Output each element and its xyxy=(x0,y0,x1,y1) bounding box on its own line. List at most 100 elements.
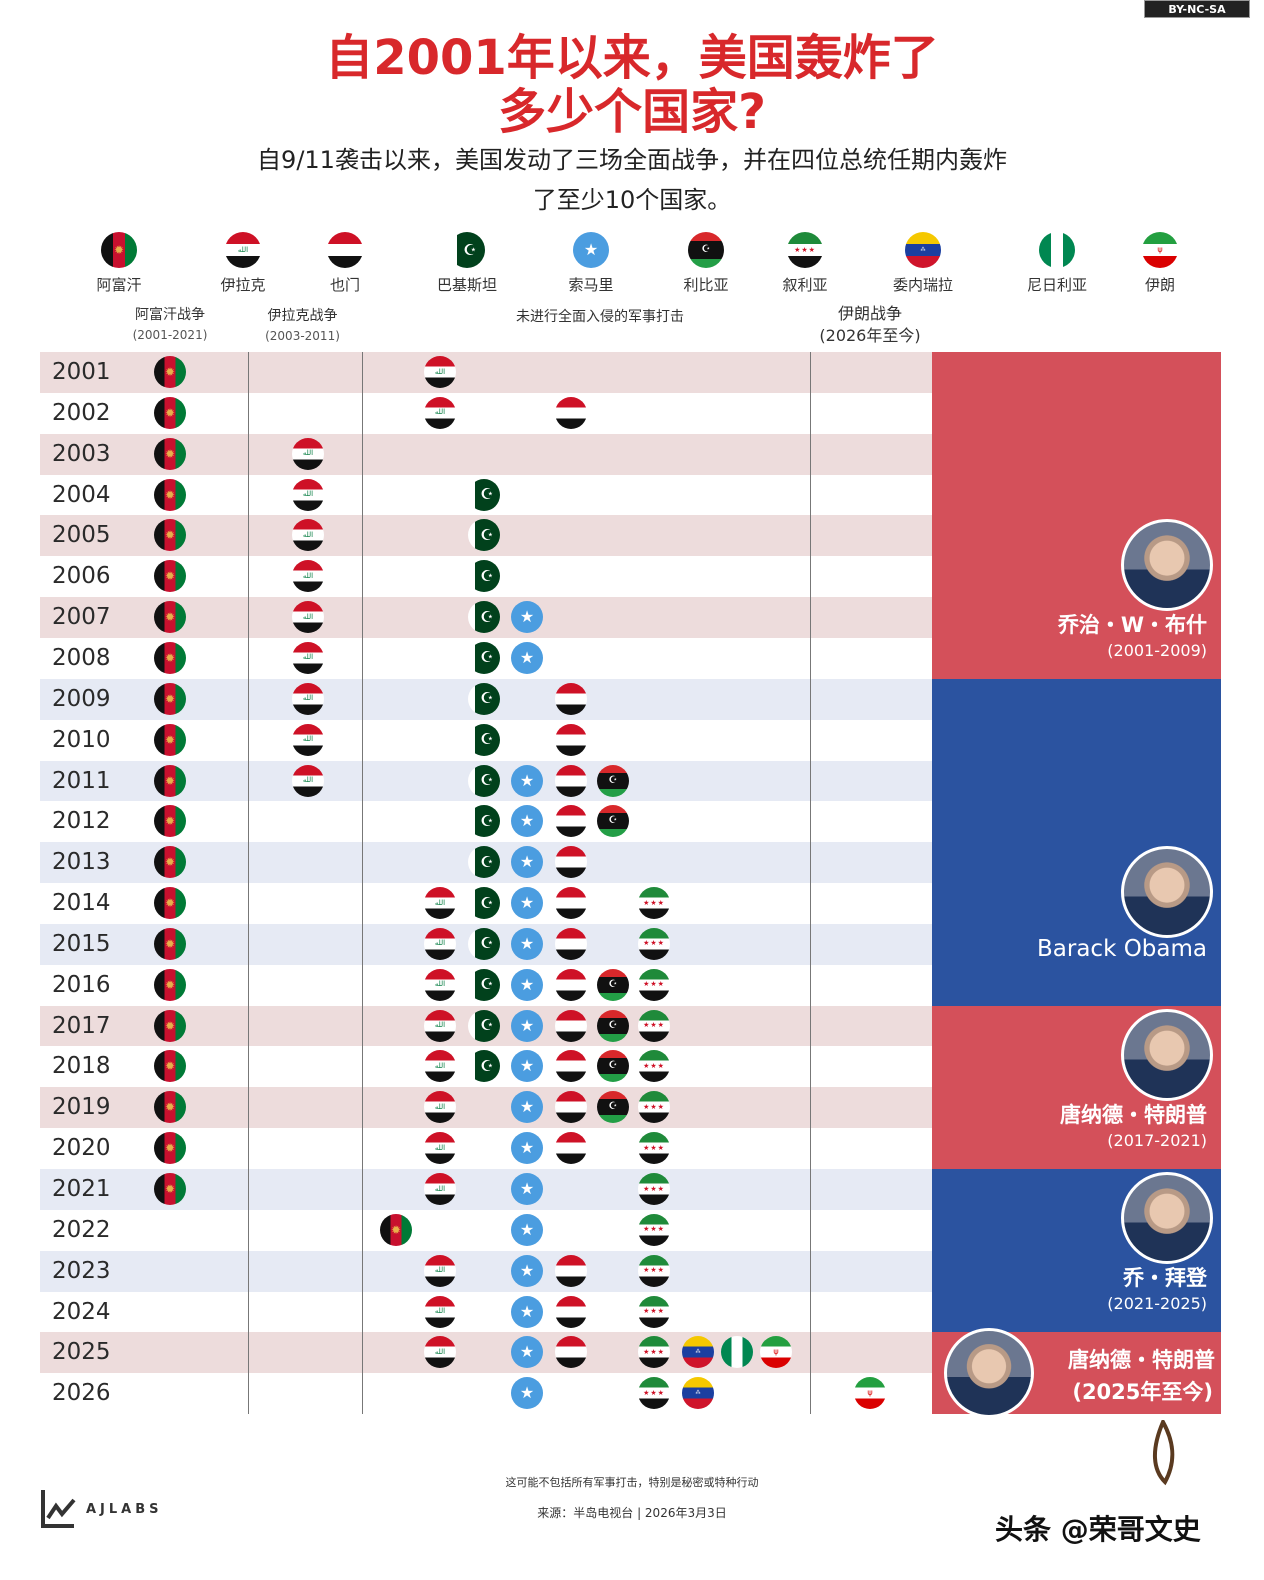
year-label: 2015 xyxy=(52,930,111,957)
flag-lby-icon: ☪ xyxy=(688,232,724,268)
flag-syr-icon: ★★★ xyxy=(638,1091,670,1124)
flag-syr-icon: ★★★ xyxy=(638,1173,670,1205)
flag-afg-icon: ✹ xyxy=(154,1132,186,1165)
flag-lby-icon: ☪ xyxy=(597,764,629,797)
flag-syr-icon: ★★★ xyxy=(638,1254,670,1287)
flag-som-icon: ★ xyxy=(511,641,543,674)
flag-ven-icon: ⁂ xyxy=(682,1336,714,1369)
flag-som-icon: ★ xyxy=(511,1254,543,1287)
president-term: (2021-2025) xyxy=(1107,1294,1207,1314)
president-band: 乔治・W・布什 (2001-2009) xyxy=(932,352,1221,679)
flag-syr-icon: ★★★ xyxy=(638,1009,670,1042)
divider-line xyxy=(362,352,363,1414)
flag-pak-icon: ☪ xyxy=(468,478,500,511)
flag-syr-icon: ★★★ xyxy=(638,927,670,960)
legend-label: 伊拉克 xyxy=(220,276,266,294)
flag-som-icon: ★ xyxy=(511,764,543,797)
year-label: 2008 xyxy=(52,644,111,671)
flag-som-icon: ★ xyxy=(511,968,543,1001)
flag-afg-icon: ✹ xyxy=(154,1173,186,1205)
flag-irq-icon: الله xyxy=(424,1009,456,1042)
flag-irq-icon: الله xyxy=(424,1295,456,1328)
flag-irn-icon: ψ xyxy=(1142,232,1178,268)
president-band: 乔・拜登 (2021-2025) xyxy=(932,1169,1221,1333)
header-iran-war: 伊朗战争 (2026年至今) xyxy=(805,303,935,347)
flag-pak-icon: ☪ xyxy=(468,1050,500,1083)
legend-item-som: ★ 索马里 xyxy=(536,232,646,295)
subtitle-line-2: 了至少10个国家。 xyxy=(532,186,732,214)
flag-irq-icon: الله xyxy=(424,1254,456,1287)
watermark: 头条 @荣哥文史 xyxy=(995,1513,1201,1546)
flag-lby-icon: ☪ xyxy=(597,1050,629,1083)
table-row xyxy=(40,392,932,434)
legend-label: 阿富汗 xyxy=(96,276,142,294)
year-label: 2024 xyxy=(52,1298,111,1325)
flag-pak-icon: ☪ xyxy=(468,846,500,879)
flag-yem-icon xyxy=(555,1050,587,1083)
flag-afg-icon: ✹ xyxy=(154,641,186,674)
flag-syr-icon: ★★★ xyxy=(638,1213,670,1246)
year-label: 2020 xyxy=(52,1135,111,1162)
flag-som-icon: ★ xyxy=(511,1336,543,1369)
license-badge: BY-NC-SA xyxy=(1144,0,1250,18)
flag-afg-icon: ✹ xyxy=(154,805,186,838)
flag-afg-icon: ✹ xyxy=(154,356,186,388)
year-label: 2002 xyxy=(52,399,111,426)
president-name: Barack Obama xyxy=(1037,935,1207,962)
flag-som-icon: ★ xyxy=(511,1132,543,1165)
flag-som-icon: ★ xyxy=(511,887,543,920)
aljazeera-logo-icon xyxy=(1143,1417,1183,1490)
divider-line xyxy=(810,352,811,1414)
flag-som-icon: ★ xyxy=(511,1050,543,1083)
header-afghan-war-years: (2001-2021) xyxy=(132,328,208,342)
president-name: 乔治・W・布什 xyxy=(1057,612,1207,637)
flag-som-icon: ★ xyxy=(511,1213,543,1246)
year-label: 2025 xyxy=(52,1339,111,1366)
flag-afg-icon: ✹ xyxy=(154,1091,186,1124)
table-row xyxy=(40,1291,932,1333)
flag-afg-icon: ✹ xyxy=(154,927,186,960)
flag-som-icon: ★ xyxy=(573,232,609,268)
flag-afg-icon: ✹ xyxy=(101,232,137,268)
flag-yem-icon xyxy=(555,682,587,715)
flag-afg-icon: ✹ xyxy=(154,723,186,756)
flag-afg-icon: ✹ xyxy=(154,764,186,797)
flag-irn-icon: ψ xyxy=(760,1336,792,1369)
flag-pak-icon: ☪ xyxy=(449,232,485,268)
flag-irq-icon: الله xyxy=(292,723,324,756)
flag-afg-icon: ✹ xyxy=(154,478,186,511)
legend-label: 叙利亚 xyxy=(782,276,828,294)
president-name: 乔・拜登 xyxy=(1123,1266,1207,1291)
flag-afg-icon: ✹ xyxy=(154,437,186,470)
flag-irq-icon: الله xyxy=(292,764,324,797)
table-row xyxy=(40,1373,932,1415)
flag-yem-icon xyxy=(555,1254,587,1287)
table-row xyxy=(40,352,932,393)
flag-irq-icon: الله xyxy=(424,1132,456,1165)
table-row xyxy=(40,433,932,475)
flag-som-icon: ★ xyxy=(511,805,543,838)
table-row xyxy=(40,1169,932,1210)
flag-irq-icon: الله xyxy=(424,887,456,920)
legend-item-yem: 也门 xyxy=(290,232,400,295)
header-iran-war-label: 伊朗战争 xyxy=(837,304,902,323)
flag-afg-icon: ✹ xyxy=(380,1213,412,1246)
legend-item-irn: ψ 伊朗 xyxy=(1105,232,1215,295)
year-label: 2012 xyxy=(52,808,111,835)
flag-yem-icon xyxy=(555,1336,587,1369)
year-label: 2018 xyxy=(52,1053,111,1080)
flag-som-icon: ★ xyxy=(511,1009,543,1042)
flag-yem-icon xyxy=(555,1091,587,1124)
flag-afg-icon: ✹ xyxy=(154,396,186,429)
legend-label: 也门 xyxy=(329,276,360,294)
footer-note: 这可能不包括所有军事打击，特别是秘密或特种行动 xyxy=(505,1476,759,1489)
flag-nga-icon xyxy=(721,1336,753,1369)
flag-irq-icon: الله xyxy=(292,601,324,634)
header-afghan-war-label: 阿富汗战争 xyxy=(135,307,205,323)
legend-item-irq: الله 伊拉克 xyxy=(188,232,298,295)
flag-som-icon: ★ xyxy=(511,846,543,879)
flag-yem-icon xyxy=(555,887,587,920)
flag-pak-icon: ☪ xyxy=(468,641,500,674)
legend-item-ven: ⁂ 委内瑞拉 xyxy=(868,232,978,295)
flag-irq-icon: الله xyxy=(424,1091,456,1124)
